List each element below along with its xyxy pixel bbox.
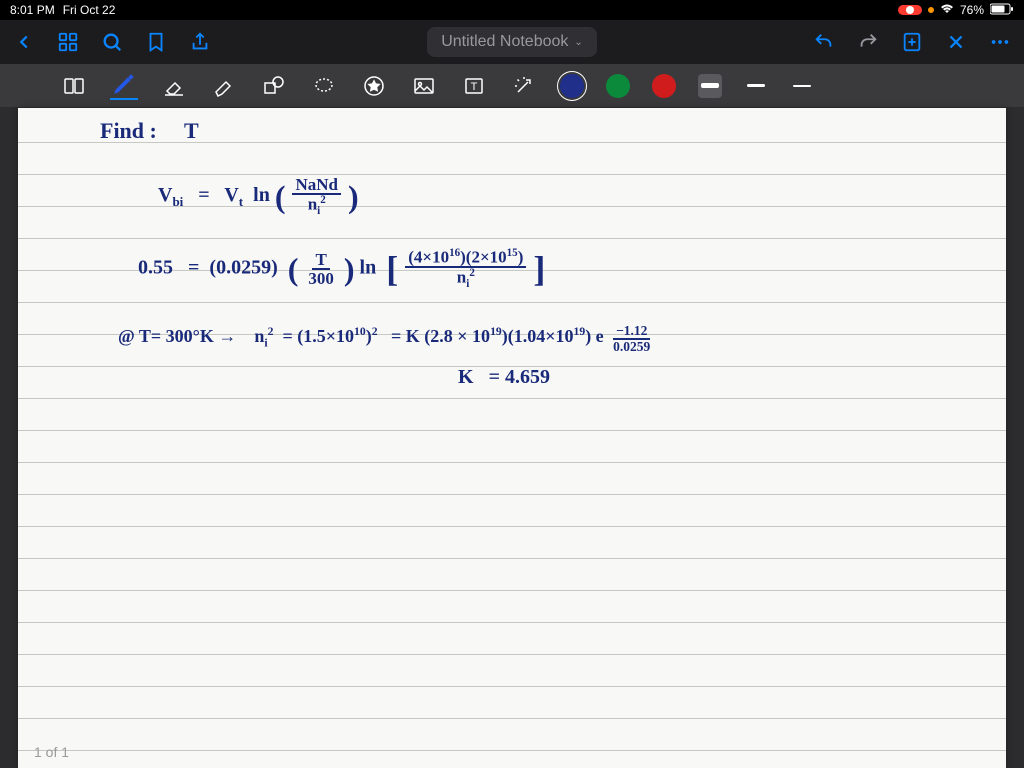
notebook-title-dropdown[interactable]: Untitled Notebook ⌄	[427, 27, 597, 57]
svg-text:T: T	[471, 81, 478, 93]
canvas-area: Find : T Vbi = Vt ln ( NaNd ni2 )	[0, 108, 1024, 768]
close-button[interactable]	[944, 30, 968, 54]
chevron-down-icon: ⌄	[574, 37, 582, 48]
pen-tool[interactable]	[110, 72, 138, 100]
read-mode-tool[interactable]	[60, 72, 88, 100]
color-red[interactable]	[652, 74, 676, 98]
laser-pointer-tool[interactable]	[510, 72, 538, 100]
back-button[interactable]	[12, 30, 36, 54]
notebook-title: Untitled Notebook	[441, 33, 568, 51]
mic-indicator-dot	[928, 7, 934, 13]
more-button[interactable]	[988, 30, 1012, 54]
text-tool[interactable]: T	[460, 72, 488, 100]
grid-view-button[interactable]	[56, 30, 80, 54]
status-bar: 8:01 PM Fri Oct 22 76%	[0, 0, 1024, 20]
screen-recording-indicator[interactable]	[898, 5, 922, 15]
color-navy[interactable]	[560, 74, 584, 98]
search-button[interactable]	[100, 30, 124, 54]
notebook-page[interactable]: Find : T Vbi = Vt ln ( NaNd ni2 )	[18, 108, 1006, 768]
status-time: 8:01 PM	[10, 3, 55, 17]
eraser-tool[interactable]	[160, 72, 188, 100]
hw-find: Find :	[100, 118, 157, 143]
shape-tool[interactable]	[260, 72, 288, 100]
hw-find-var: T	[184, 118, 199, 143]
share-button[interactable]	[188, 30, 212, 54]
image-tool[interactable]	[410, 72, 438, 100]
page-indicator: 1 of 1	[34, 744, 69, 760]
status-date: Fri Oct 22	[63, 3, 116, 17]
nav-bar: Untitled Notebook ⌄	[0, 20, 1024, 64]
lasso-tool[interactable]	[310, 72, 338, 100]
color-green[interactable]	[606, 74, 630, 98]
undo-button[interactable]	[812, 30, 836, 54]
favorites-tool[interactable]	[360, 72, 388, 100]
stroke-medium[interactable]	[744, 74, 768, 98]
wifi-icon	[940, 3, 954, 17]
battery-percent: 76%	[960, 3, 984, 17]
stroke-thick[interactable]	[698, 74, 722, 98]
drawing-toolbar: T	[0, 64, 1024, 108]
redo-button[interactable]	[856, 30, 880, 54]
battery-icon	[990, 3, 1014, 18]
highlighter-tool[interactable]	[210, 72, 238, 100]
add-page-button[interactable]	[900, 30, 924, 54]
handwriting-layer: Find : T Vbi = Vt ln ( NaNd ni2 )	[18, 108, 1006, 768]
stroke-thin[interactable]	[790, 74, 814, 98]
bookmark-button[interactable]	[144, 30, 168, 54]
